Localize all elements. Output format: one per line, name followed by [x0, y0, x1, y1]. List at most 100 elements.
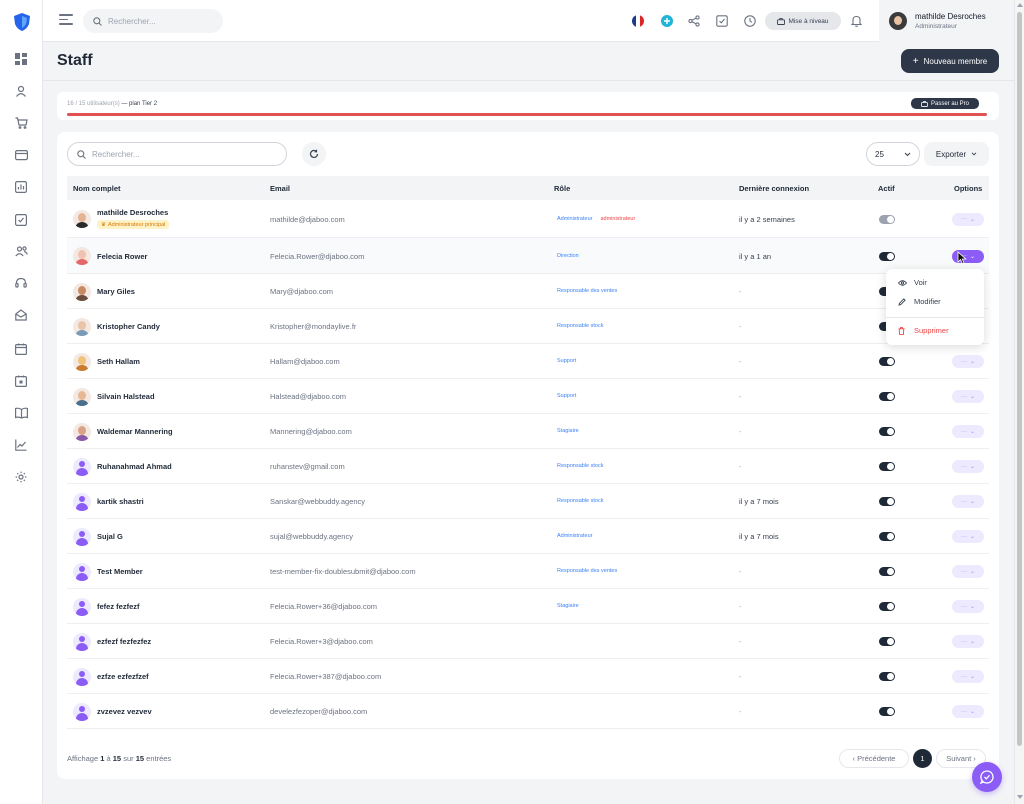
table-row[interactable]: ezfezf fezfezfez Felecia.Rower+3@djaboo.… [67, 624, 989, 659]
row-options-button[interactable]: ···⌄ [952, 635, 984, 648]
french-flag-icon[interactable] [630, 13, 646, 29]
table-row[interactable]: Sujal G sujal@webbuddy.agency Administra… [67, 519, 989, 554]
active-toggle[interactable] [879, 462, 895, 471]
pagination-page-1[interactable]: 1 [913, 749, 932, 768]
member-name[interactable]: Ruhanahmad Ahmad [97, 462, 172, 471]
member-name[interactable]: kartik shastri [97, 497, 144, 506]
team-icon[interactable] [12, 242, 30, 260]
dashboard-icon[interactable] [12, 50, 30, 68]
menu-edit[interactable]: Modifier [898, 297, 941, 306]
chat-support-button[interactable] [972, 762, 1002, 792]
clipboard-check-icon[interactable] [12, 210, 30, 228]
table-row[interactable]: mathilde Desroches ♛ Administrateur princ… [67, 200, 989, 238]
member-name[interactable]: Mary Giles [97, 287, 135, 296]
active-toggle[interactable] [879, 497, 895, 506]
table-row[interactable]: kartik shastri Sanskar@webbuddy.agency R… [67, 484, 989, 519]
member-name[interactable]: zvzevez vezvev [97, 707, 152, 716]
active-toggle[interactable] [879, 214, 895, 224]
upgrade-button[interactable]: Mise à niveau [765, 12, 841, 30]
member-name[interactable]: ezfze ezfezfzef [97, 672, 149, 681]
row-options-button[interactable]: ···⌄ [952, 390, 984, 403]
table-row[interactable]: zvzevez vezvev develezfezoper@djaboo.com… [67, 694, 989, 729]
add-circle-icon[interactable] [659, 13, 675, 29]
chart-line-icon[interactable] [12, 436, 30, 454]
share-icon[interactable] [686, 13, 702, 29]
book-icon[interactable] [12, 404, 30, 422]
scroll-up-icon[interactable] [1017, 3, 1023, 7]
row-options-button[interactable]: ···⌄ [952, 460, 984, 473]
table-row[interactable]: Kristopher Candy Kristopher@mondaylive.f… [67, 309, 989, 344]
active-toggle[interactable] [879, 672, 895, 681]
headset-icon[interactable] [12, 274, 30, 292]
clock-icon[interactable] [742, 13, 758, 29]
column-header-name[interactable]: Nom complet [73, 184, 121, 193]
wallet-icon[interactable] [12, 146, 30, 164]
active-toggle[interactable] [879, 251, 895, 261]
column-header-email[interactable]: Email [270, 184, 291, 193]
active-toggle[interactable] [879, 567, 895, 576]
row-options-button[interactable]: ···⌄ [952, 530, 984, 543]
member-name[interactable]: mathilde Desroches [97, 208, 169, 217]
active-toggle[interactable] [879, 392, 895, 401]
member-name[interactable]: Silvain Halstead [97, 392, 155, 401]
table-row[interactable]: Mary Giles Mary@djaboo.com Responsable d… [67, 274, 989, 309]
member-name[interactable]: Waldemar Mannering [97, 427, 173, 436]
row-options-button[interactable]: ···⌄ [952, 425, 984, 438]
task-check-icon[interactable] [714, 13, 730, 29]
table-row[interactable]: ezfze ezfezfzef Felecia.Rower+387@djaboo… [67, 659, 989, 694]
table-row[interactable]: Waldemar Mannering Mannering@djaboo.com … [67, 414, 989, 449]
table-row[interactable]: Silvain Halstead Halstead@djaboo.com Sup… [67, 379, 989, 414]
settings-gear-icon[interactable] [12, 468, 30, 486]
user-menu[interactable]: mathilde Desroches Administrateur [879, 0, 1014, 42]
table-row[interactable]: Ruhanahmad Ahmad ruhanstev@gmail.com Res… [67, 449, 989, 484]
member-name[interactable]: Felecia Rower [97, 251, 148, 261]
member-name[interactable]: ezfezf fezfezfez [97, 637, 152, 646]
active-toggle[interactable] [879, 357, 895, 366]
active-toggle[interactable] [879, 602, 895, 611]
table-row[interactable]: Test Member test-member-fix-doublesubmit… [67, 554, 989, 589]
scroll-thumb[interactable] [1017, 12, 1022, 746]
row-options-button[interactable]: ···⌄ [952, 670, 984, 683]
member-name[interactable]: Sujal G [97, 532, 123, 541]
member-name[interactable]: Seth Hallam [97, 357, 140, 366]
calendar-event-icon[interactable] [12, 372, 30, 390]
active-toggle[interactable] [879, 532, 895, 541]
table-search[interactable] [67, 142, 287, 166]
global-search[interactable] [83, 9, 223, 33]
row-options-button[interactable]: ···⌄ [952, 600, 984, 613]
column-header-last-login[interactable]: Dernière connexion [739, 184, 810, 193]
calendar-icon[interactable] [12, 340, 30, 358]
column-header-role[interactable]: Rôle [554, 184, 571, 193]
report-icon[interactable] [12, 178, 30, 196]
member-name[interactable]: Test Member [97, 567, 143, 576]
row-options-button[interactable]: ···⌄ [952, 705, 984, 718]
row-options-button[interactable]: ···⌄ [952, 355, 984, 368]
menu-view[interactable]: Voir [898, 278, 927, 287]
row-options-button[interactable]: ···⌄ [952, 565, 984, 578]
pagination-next-button[interactable]: Suivant › [936, 749, 986, 768]
member-name[interactable]: fefez fezfezf [97, 602, 140, 611]
refresh-button[interactable] [302, 142, 326, 166]
per-page-select[interactable]: 25 [866, 142, 920, 166]
menu-toggle-icon[interactable] [59, 14, 73, 26]
user-icon[interactable] [12, 82, 30, 100]
menu-delete[interactable]: Supprimer [898, 326, 949, 335]
page-scrollbar[interactable] [1014, 0, 1024, 804]
mail-open-icon[interactable] [12, 306, 30, 324]
pagination-previous-button[interactable]: ‹ Précédente [839, 749, 909, 768]
active-toggle[interactable] [879, 427, 895, 436]
table-row[interactable]: Felecia Rower Felecia.Rower@djaboo.com D… [67, 238, 989, 274]
cart-icon[interactable] [12, 114, 30, 132]
row-options-button[interactable]: ···⌄ [952, 495, 984, 508]
scroll-down-icon[interactable] [1017, 795, 1023, 799]
app-logo-icon[interactable] [13, 12, 31, 32]
table-row[interactable]: fefez fezfezf Felecia.Rower+36@djaboo.co… [67, 589, 989, 624]
table-search-input[interactable] [92, 149, 192, 159]
active-toggle[interactable] [879, 637, 895, 646]
row-options-button[interactable]: ···⌄ [952, 212, 984, 226]
member-name[interactable]: Kristopher Candy [97, 322, 160, 331]
new-member-button[interactable]: + Nouveau membre [901, 49, 999, 73]
bell-icon[interactable] [848, 13, 864, 29]
active-toggle[interactable] [879, 707, 895, 716]
upgrade-pro-button[interactable]: Passer au Pro [911, 98, 979, 109]
